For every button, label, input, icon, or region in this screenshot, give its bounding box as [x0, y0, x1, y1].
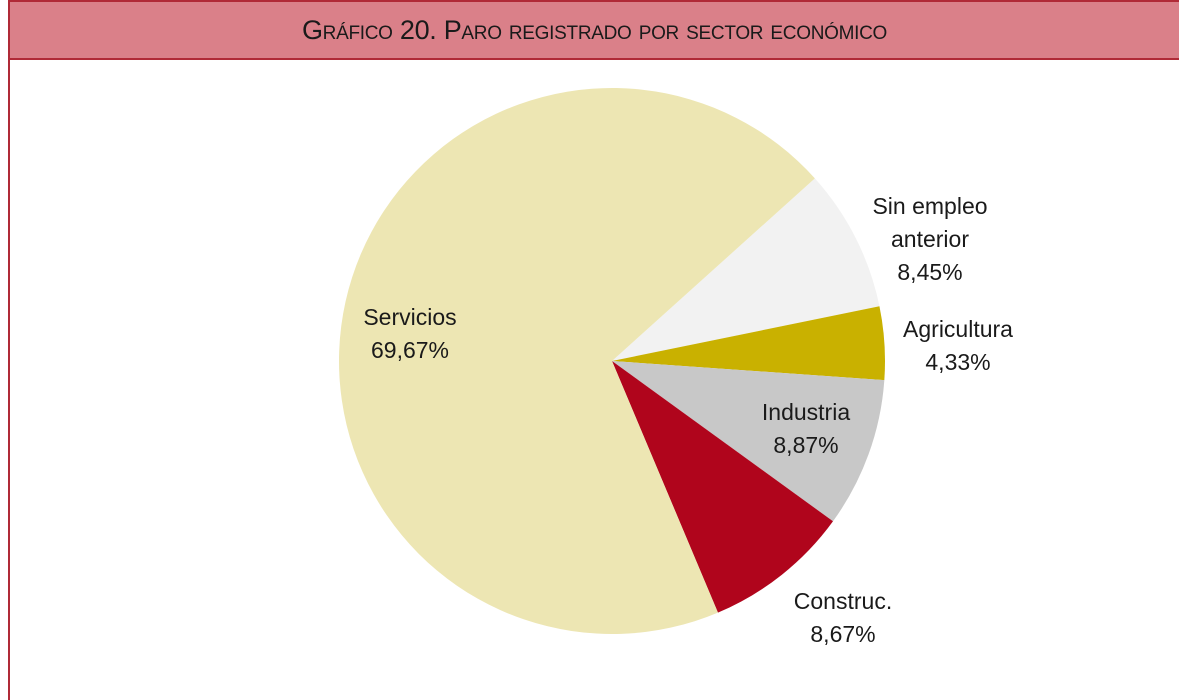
slice-label: Servicios 69,67%: [310, 301, 510, 367]
frame: [8, 0, 1179, 700]
pie-slice: [612, 361, 834, 613]
category-label: Industria: [761, 399, 851, 425]
category-label: Construc.: [793, 588, 893, 614]
category-label: Agricultura: [903, 316, 1013, 342]
header: Gráfico 20. Paro registrado por sector e…: [10, 2, 1179, 60]
value-label: 4,33%: [925, 349, 991, 375]
slice-label: Industria 8,87%: [706, 396, 906, 462]
chart-title: Gráfico 20. Paro registrado por sector e…: [301, 14, 887, 45]
pie-slice: [612, 361, 885, 522]
slice-label: Agricultura 4,33%: [858, 313, 1058, 379]
slice-label: Construc. 8,67%: [743, 585, 943, 651]
pie-slice: [339, 87, 815, 634]
value-label: 8,87%: [773, 432, 839, 458]
pie-slice: [612, 306, 885, 381]
value-label: 8,45%: [897, 259, 963, 285]
value-label: 69,67%: [370, 337, 449, 363]
pie-slice: [612, 178, 880, 361]
value-label: 8,67%: [810, 621, 876, 647]
category-label: Sin empleo anterior: [872, 193, 988, 252]
slice-label: Sin empleo anterior 8,45%: [845, 190, 1015, 289]
category-label: Servicios: [363, 304, 457, 330]
